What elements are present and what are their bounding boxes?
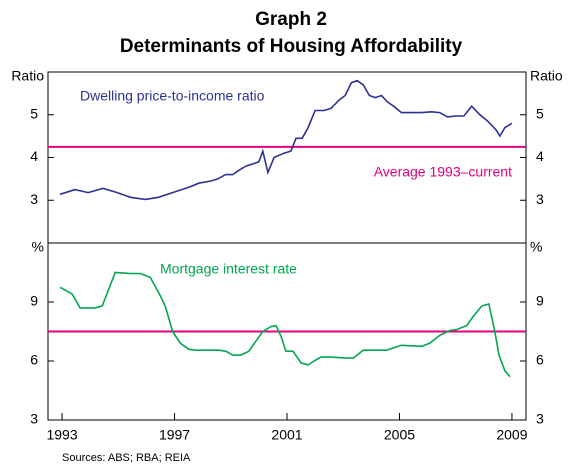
x-tick-label: 2001 xyxy=(271,427,302,443)
y-tick-label: 6 xyxy=(536,352,544,368)
y-tick-label: 3 xyxy=(536,411,544,427)
x-tick-label: 1993 xyxy=(46,427,77,443)
source-note: Sources: ABS; RBA; REIA xyxy=(62,452,191,464)
chart-subtitle: Determinants of Housing Affordability xyxy=(120,36,463,57)
y-tick-label: 9 xyxy=(536,293,544,309)
y-tick-label: 5 xyxy=(30,105,38,121)
data-line xyxy=(59,271,511,378)
y-tick-label: 3 xyxy=(30,411,38,427)
series-label: Dwelling price-to-income ratio xyxy=(80,88,265,104)
y-tick-label: 6 xyxy=(30,352,38,368)
y-tick-label: 4 xyxy=(30,148,38,164)
y-axis-label: % xyxy=(530,239,542,255)
data-line xyxy=(59,79,513,201)
y-tick-label: 9 xyxy=(30,293,38,309)
y-tick-label: 3 xyxy=(30,191,38,207)
y-tick-label: 3 xyxy=(536,191,544,207)
y-axis-label: Ratio xyxy=(11,68,44,84)
average-label: Average 1993–current xyxy=(374,164,512,180)
y-tick-label: 4 xyxy=(536,148,544,164)
x-tick-label: 1997 xyxy=(159,427,190,443)
x-tick-label: 2005 xyxy=(384,427,415,443)
series-label: Mortgage interest rate xyxy=(160,261,297,277)
y-axis-label: % xyxy=(32,239,44,255)
x-tick-label: 2009 xyxy=(496,427,527,443)
y-tick-label: 5 xyxy=(536,105,544,121)
chart-title: Graph 2 xyxy=(255,9,327,30)
y-axis-label: Ratio xyxy=(530,68,563,84)
